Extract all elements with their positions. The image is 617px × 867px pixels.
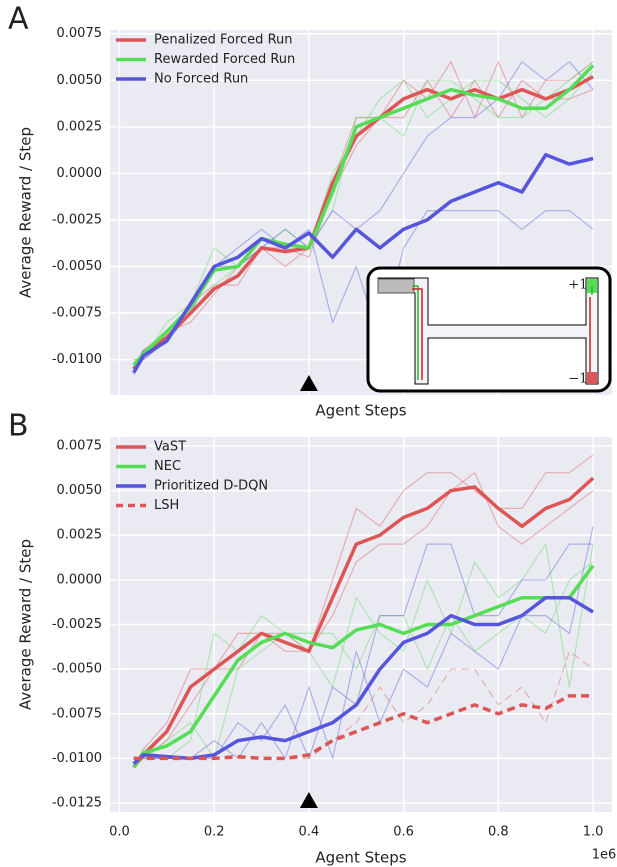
y-axis-label: Average Reward / Step [17,539,35,710]
step-marker [299,792,318,808]
start-cell [377,278,415,294]
y-axis-label: Average Reward / Step [17,127,35,298]
legend-label: LSH [154,498,179,513]
run-line [133,543,594,768]
panel-label: B [8,409,29,444]
x-tick-label: 0.0 [109,825,130,840]
x-tick-label: 0.2 [204,825,225,840]
legend-label: Prioritized D-DQN [154,479,268,494]
y-tick-label: -0.0100 [52,751,102,766]
y-tick-label: 0.0050 [57,483,103,498]
y-tick-label: 0.0025 [57,119,103,134]
run-line [133,561,594,768]
run-line [133,454,594,768]
mean-line [132,75,594,370]
x-axis-label: Agent Steps [315,849,406,867]
mean-line [132,476,595,769]
x-offset-label: 1e6 [592,848,617,863]
y-tick-label: -0.0075 [52,706,102,721]
mean-line [132,595,595,766]
y-tick-label: 0.0025 [57,528,103,543]
run-line [133,650,594,759]
y-tick-label: 0.0075 [57,26,103,41]
y-tick-label: -0.0125 [52,796,102,811]
x-tick-label: 0.4 [299,825,320,840]
y-tick-label: -0.0100 [52,352,102,367]
legend-label: VaST [154,440,186,455]
mean-line [132,64,595,367]
mean-line [132,153,594,374]
inset-label: −1 [568,372,587,387]
legend-label: No Forced Run [154,72,248,87]
y-tick-label: -0.0025 [52,617,102,632]
y-tick-label: -0.0075 [52,306,102,321]
legend-label: Penalized Forced Run [154,33,293,48]
run-line [133,472,594,768]
y-tick-label: -0.0050 [52,662,102,677]
inset-map: +1 −1 [366,266,612,393]
mean-line [133,694,594,761]
run-line [133,526,594,759]
y-tick-label: 0.0075 [57,438,103,453]
legend-label: NEC [154,459,181,474]
path-green [412,285,593,380]
run-line [133,61,594,361]
legend-label: Rewarded Forced Run [154,52,295,67]
x-tick-label: 0.8 [488,825,509,840]
path-red [412,288,591,380]
y-tick-label: 0.0050 [57,73,103,88]
x-tick-label: 0.6 [393,825,414,840]
y-tick-label: 0.0000 [57,572,103,587]
panel-label: A [8,2,29,37]
maze-corridor [377,277,599,385]
penalty-cell [587,372,597,384]
x-tick-label: 1.0 [583,825,604,840]
y-tick-label: -0.0025 [52,212,102,227]
mean-line [132,564,595,769]
inset-label: +1 [568,278,587,293]
y-tick-label: 0.0000 [57,166,103,181]
step-marker [299,375,318,391]
x-axis-label: Agent Steps [315,402,406,420]
y-tick-label: -0.0050 [52,259,102,274]
